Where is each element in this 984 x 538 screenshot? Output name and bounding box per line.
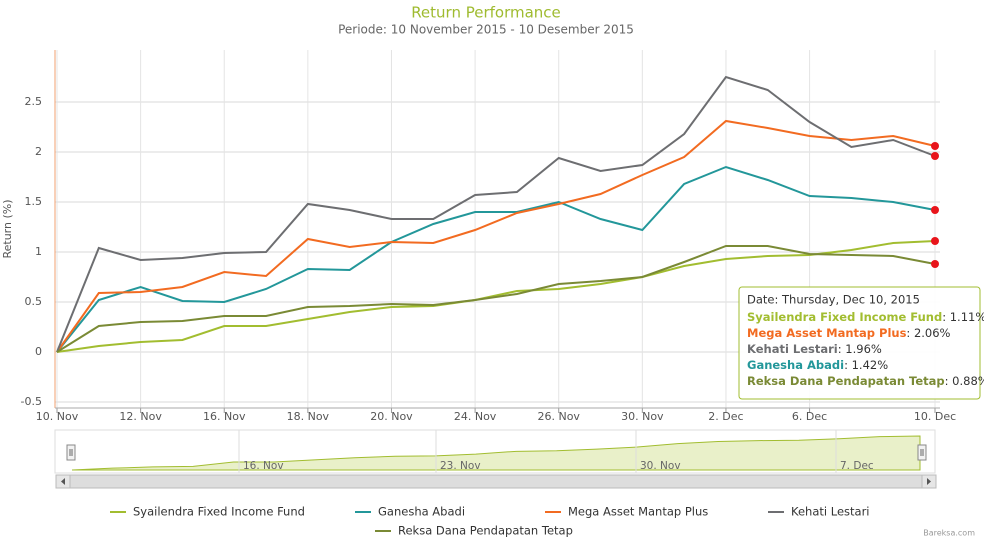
tooltip-value: 1.42% bbox=[852, 358, 889, 372]
navigator[interactable]: 16. Nov 23. Nov 30. Nov 7. Dec bbox=[54, 429, 937, 489]
x-tick-label: 26. Nov bbox=[537, 410, 580, 423]
x-tick-label: 2. Dec bbox=[708, 410, 743, 423]
navigator-handle[interactable] bbox=[66, 444, 76, 461]
legend: Syailendra Fixed Income Fund Ganesha Abad… bbox=[110, 505, 870, 538]
x-tick-label: 6. Dec bbox=[792, 410, 827, 423]
tooltip-series: Syailendra Fixed Income Fund bbox=[747, 310, 942, 324]
x-tick-label: 18. Nov bbox=[287, 410, 330, 423]
navigator-label: 30. Nov bbox=[640, 460, 681, 472]
point-marker bbox=[931, 206, 939, 214]
x-tick-label: 30. Nov bbox=[621, 410, 664, 423]
point-marker bbox=[931, 260, 939, 268]
tooltip-row: Kehati Lestari: 1.96% bbox=[747, 342, 882, 356]
x-tick-label: 10. Dec bbox=[914, 410, 956, 423]
tooltip-box bbox=[738, 286, 981, 400]
tooltip-value: 0.88% bbox=[952, 374, 984, 388]
series-line bbox=[56, 119, 936, 353]
point-marker bbox=[931, 237, 939, 245]
tooltip-series: Kehati Lestari bbox=[747, 342, 838, 356]
y-tick-label: 1 bbox=[35, 245, 42, 258]
navigator-area bbox=[71, 435, 921, 471]
series-line bbox=[56, 245, 936, 353]
tooltip-header: Date: Thursday, Dec 10, 2015 bbox=[747, 293, 920, 307]
y-tick-label: 2 bbox=[35, 145, 42, 158]
navigator-label: 23. Nov bbox=[440, 460, 481, 472]
chart-subtitle: Periode: 10 November 2015 - 10 Desember … bbox=[338, 23, 634, 37]
point-marker bbox=[931, 152, 939, 160]
tooltip: Date: Thursday, Dec 10, 2015 Syailendra F… bbox=[738, 286, 984, 400]
tooltip-series: Mega Asset Mantap Plus bbox=[747, 326, 907, 340]
legend-label[interactable]: Reksa Dana Pendapatan Tetap bbox=[398, 524, 573, 538]
tooltip-value: 1.11% bbox=[950, 310, 984, 324]
series-line bbox=[56, 165, 936, 353]
x-tick-label: 12. Nov bbox=[119, 410, 162, 423]
legend-label[interactable]: Mega Asset Mantap Plus bbox=[568, 505, 708, 519]
scroll-arrow bbox=[927, 478, 931, 485]
y-tick-label: 1.5 bbox=[25, 195, 43, 208]
tooltip-series: Reksa Dana Pendapatan Tetap bbox=[747, 374, 945, 388]
y-tick-label: -0.5 bbox=[21, 395, 42, 408]
legend-label[interactable]: Ganesha Abadi bbox=[378, 505, 465, 519]
tooltip-row: Ganesha Abadi: 1.42% bbox=[747, 358, 888, 372]
tooltip-value: 1.96% bbox=[845, 342, 882, 356]
tooltip-row: Syailendra Fixed Income Fund: 1.11% bbox=[747, 310, 984, 324]
y-tick-label: 0.5 bbox=[25, 295, 43, 308]
y-axis-label: Return (%) bbox=[1, 199, 14, 258]
x-tick-label: 16. Nov bbox=[203, 410, 246, 423]
legend-label[interactable]: Kehati Lestari bbox=[791, 505, 870, 519]
tooltip-row: Mega Asset Mantap Plus: 2.06% bbox=[747, 326, 951, 340]
chart-title: Return Performance bbox=[411, 4, 561, 22]
x-tick-label: 10. Nov bbox=[36, 410, 79, 423]
point-marker bbox=[931, 142, 939, 150]
legend-label[interactable]: Syailendra Fixed Income Fund bbox=[133, 505, 305, 519]
navigator-handle[interactable] bbox=[917, 444, 927, 461]
navigator-label: 7. Dec bbox=[840, 460, 874, 472]
plot bbox=[56, 75, 939, 353]
credit: Bareksa.com bbox=[923, 529, 975, 538]
navigator-label: 16. Nov bbox=[243, 460, 284, 472]
scroll-arrow bbox=[61, 478, 65, 485]
x-tick-label: 24. Nov bbox=[454, 410, 497, 423]
tooltip-row: Reksa Dana Pendapatan Tetap: 0.88% bbox=[747, 374, 984, 388]
tooltip-value: 2.06% bbox=[914, 326, 951, 340]
tooltip-series: Ganesha Abadi bbox=[747, 358, 844, 372]
x-tick-label: 20. Nov bbox=[370, 410, 413, 423]
series-line bbox=[56, 75, 936, 353]
scrollbar-thumb[interactable] bbox=[69, 474, 923, 489]
y-tick-label: 0 bbox=[35, 345, 42, 358]
grid: -0.5 0 0.5 1 1.5 2 2.5 10. Nov 12. Nov 16. Nov 18.… bbox=[21, 50, 956, 423]
y-tick-label: 2.5 bbox=[25, 95, 43, 108]
series-line bbox=[56, 240, 936, 353]
